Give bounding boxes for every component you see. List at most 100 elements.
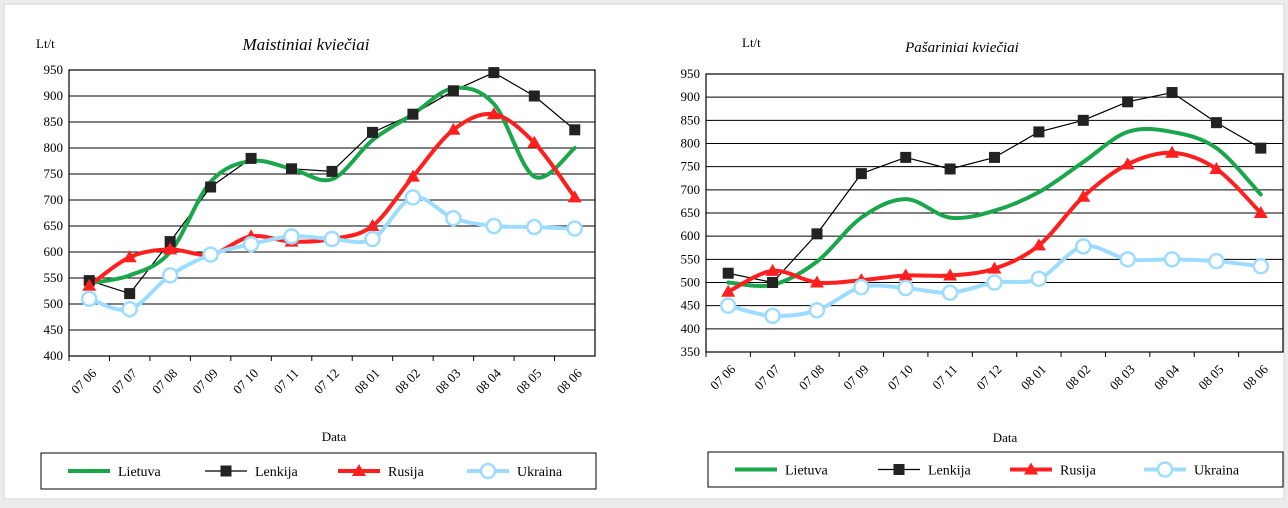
y-tick-label: 900	[681, 89, 701, 104]
data-point-rusija	[809, 275, 824, 288]
data-point-ukraina	[986, 274, 1003, 291]
y-tick-label: 450	[681, 298, 701, 313]
data-point-ukraina	[404, 189, 422, 206]
plot-area	[705, 73, 1284, 353]
data-point-ukraina	[941, 284, 959, 301]
data-point-ukraina	[526, 218, 543, 236]
data-point-rusija	[365, 219, 380, 231]
y-tick-label: 750	[44, 166, 64, 181]
y-tick-label: 600	[681, 228, 701, 243]
data-point-ukraina	[1163, 251, 1181, 268]
data-point-ukraina	[202, 246, 219, 263]
data-point-rusija	[765, 263, 780, 276]
y-tick-label: 550	[44, 270, 64, 285]
data-point-rusija	[567, 190, 582, 203]
data-point-lenkija	[1210, 117, 1222, 129]
data-point-ukraina	[1119, 251, 1136, 268]
data-point-ukraina	[445, 209, 462, 227]
data-point-rusija	[1209, 161, 1224, 174]
data-point-ukraina	[808, 302, 826, 319]
x-axis-label: Data	[993, 430, 1018, 445]
data-point-ukraina	[1252, 258, 1270, 275]
legend-box	[40, 452, 597, 490]
data-point-ukraina	[485, 217, 503, 235]
data-point-rusija	[122, 250, 137, 263]
y-tick-label: 600	[44, 244, 64, 259]
legend-label: Ukraina	[517, 465, 563, 480]
data-point-rusija	[943, 268, 958, 281]
legend-marker-lenkija	[220, 465, 232, 477]
y-tick-label: 850	[44, 114, 64, 129]
data-point-lenkija	[1122, 96, 1134, 108]
data-point-lenkija	[767, 277, 779, 288]
data-point-lenkija	[366, 126, 378, 138]
data-point-ukraina	[1075, 238, 1092, 255]
y-tick-label: 800	[681, 136, 701, 151]
data-point-lenkija	[855, 168, 867, 180]
series-line-lietuva	[726, 126, 1263, 288]
legend-label: Lenkija	[928, 464, 972, 479]
legend-label: Lenkija	[255, 465, 299, 480]
data-point-lenkija	[569, 124, 581, 136]
data-point-lenkija	[407, 108, 419, 120]
data-point-lenkija	[286, 163, 298, 175]
legend-label: Lietuva	[118, 465, 162, 480]
data-point-ukraina	[80, 290, 98, 308]
data-point-lenkija	[245, 152, 257, 164]
data-point-rusija	[163, 242, 178, 255]
data-point-lenkija	[1166, 87, 1178, 99]
data-point-lenkija	[989, 151, 1000, 163]
y-tick-label: 950	[681, 66, 701, 81]
data-point-ukraina	[566, 220, 584, 237]
legend-marker-rusija	[352, 464, 366, 476]
data-point-rusija	[486, 107, 501, 120]
y-tick-label: 850	[681, 112, 701, 127]
y-tick-label: 800	[44, 140, 64, 155]
data-point-ukraina	[364, 230, 381, 248]
chart-title: Maistiniai kviečiai	[242, 35, 370, 54]
data-point-rusija	[1120, 157, 1135, 170]
data-point-ukraina	[121, 300, 138, 318]
data-point-rusija	[1076, 189, 1091, 202]
legend-label: Rusija	[388, 465, 425, 480]
data-point-lenkija	[488, 67, 500, 79]
legend-marker-rusija	[1024, 462, 1038, 475]
data-point-lenkija	[326, 165, 338, 177]
data-point-lenkija	[944, 163, 956, 175]
legend-label: Rusija	[1060, 464, 1097, 479]
data-point-lenkija	[1255, 142, 1267, 154]
y-tick-label: 900	[44, 88, 64, 103]
x-axis-label: Data	[322, 429, 347, 444]
data-point-lenkija	[447, 85, 459, 97]
y-tick-label: 650	[681, 205, 701, 220]
y-tick-label: 350	[681, 344, 701, 359]
y-tick-label: 650	[44, 218, 64, 233]
chart-title: Pašariniai kviečiai	[904, 40, 1019, 56]
data-point-rusija	[1165, 145, 1180, 158]
data-point-ukraina	[764, 307, 781, 325]
y-tick-label: 400	[44, 348, 64, 363]
legend: Lietuva Lenkija Rusija Ukraina	[40, 452, 597, 490]
y-axis-label: Lt/t	[742, 35, 761, 50]
data-point-lenkija	[1077, 114, 1089, 126]
y-tick-label: 750	[681, 159, 701, 174]
y-axis-label: Lt/t	[36, 36, 55, 51]
y-tick-label: 700	[44, 192, 64, 207]
legend-marker-ukraina	[1156, 461, 1174, 478]
data-point-lenkija	[722, 267, 734, 279]
data-point-ukraina	[242, 235, 260, 253]
y-tick-label: 550	[681, 251, 701, 266]
data-point-ukraina	[323, 230, 341, 248]
data-point-rusija	[82, 278, 97, 291]
data-point-lenkija	[900, 151, 912, 163]
legend-marker-lenkija	[893, 464, 905, 475]
y-tick-label: 500	[681, 275, 701, 290]
y-tick-label: 950	[44, 62, 64, 77]
data-point-lenkija	[1033, 126, 1045, 138]
data-point-ukraina	[1208, 252, 1225, 270]
legend: Lietuva Lenkija Rusija Ukraina	[707, 451, 1284, 488]
data-point-ukraina	[283, 228, 300, 245]
data-point-ukraina	[161, 267, 179, 284]
y-tick-label: 450	[44, 322, 64, 337]
